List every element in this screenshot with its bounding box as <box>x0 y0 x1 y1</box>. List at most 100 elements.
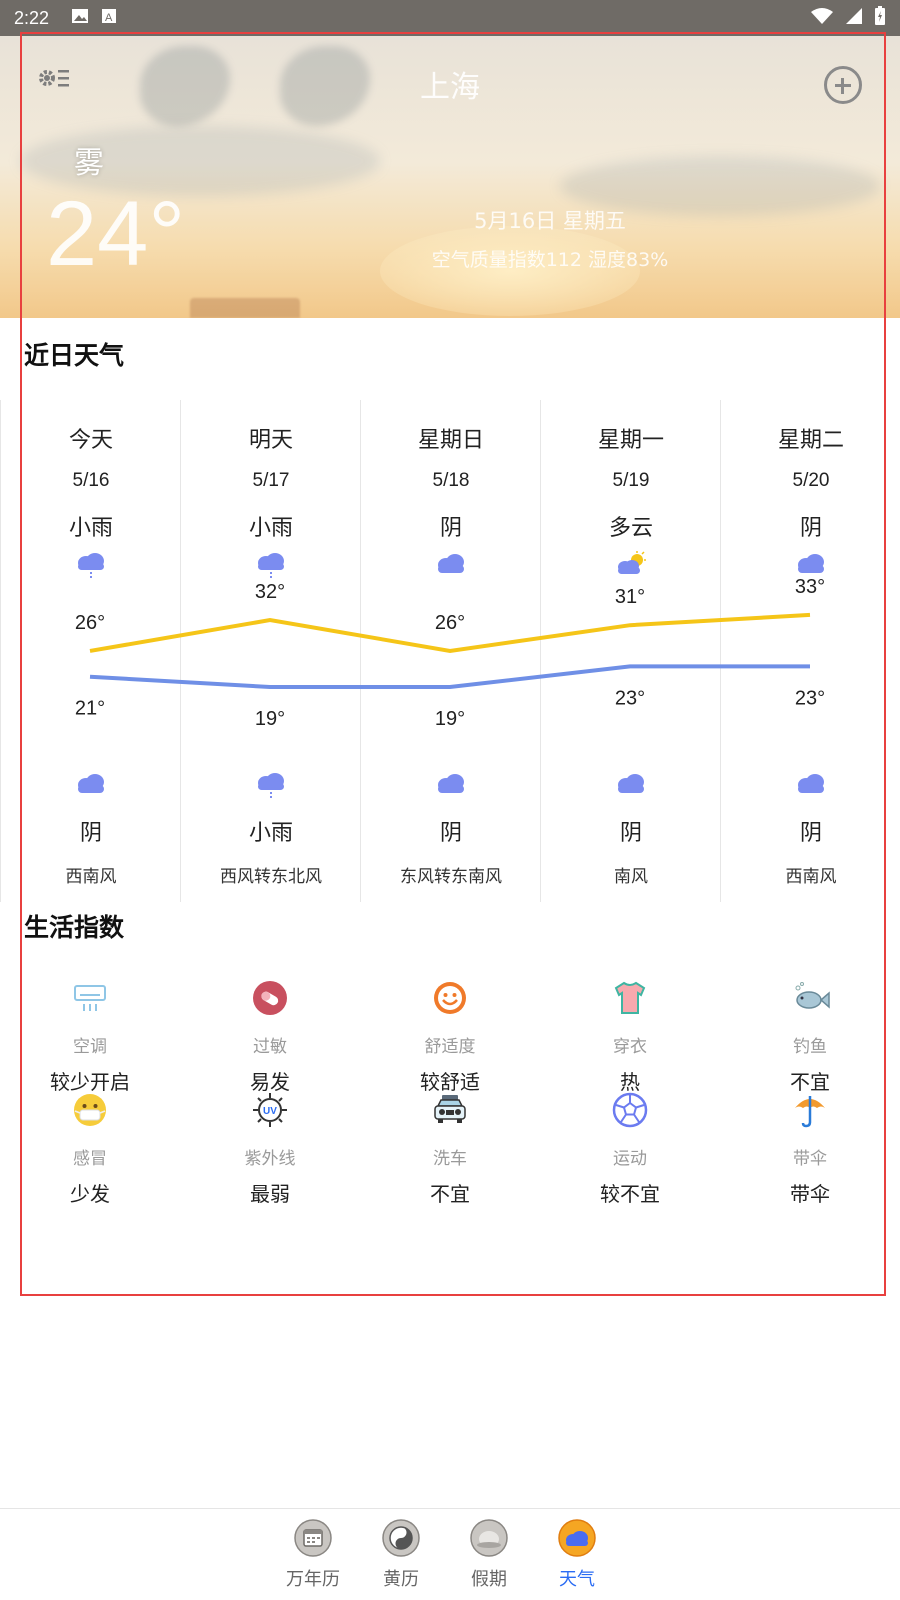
tshirt-icon <box>612 980 648 1016</box>
gallery-icon <box>71 8 89 28</box>
forecast-night-condition: 阴 <box>799 821 822 846</box>
weather-hero <box>0 36 900 318</box>
mask-face-icon <box>72 1092 108 1128</box>
forecast-section-title: 近日天气 <box>24 341 125 370</box>
add-city-button[interactable] <box>824 66 862 104</box>
life-index-value: 较不宜 <box>600 1182 660 1206</box>
yin-yang-icon <box>382 1519 420 1557</box>
nav-item[interactable]: 万年历 <box>278 1519 348 1591</box>
svg-text:UV: UV <box>263 1106 277 1117</box>
low-temp-line <box>89 664 810 689</box>
light-rain-icon <box>1 550 181 586</box>
life-index-value: 不宜 <box>430 1182 470 1206</box>
forecast-date: 5/20 <box>792 470 830 491</box>
current-date: 5月16日 星期五 <box>474 209 626 233</box>
low-temp-label: 23° <box>615 687 645 709</box>
holiday-icon <box>470 1519 508 1557</box>
light-rain-icon <box>181 770 361 806</box>
battery-icon <box>874 6 886 30</box>
life-index-value: 热 <box>620 1070 640 1094</box>
forecast-column: 星期日 5/18 阴阴东风转东南风 <box>360 400 540 902</box>
high-temp-label: 32° <box>255 581 285 603</box>
settings-button[interactable] <box>36 64 76 104</box>
forecast-day-label: 明天 <box>248 428 293 453</box>
forecast-day-condition: 小雨 <box>248 516 293 541</box>
car-icon <box>432 1092 468 1128</box>
calendar-icon <box>294 1519 332 1557</box>
status-time: 2:22 <box>14 7 50 28</box>
font-icon: A <box>101 8 117 28</box>
low-temp-label: 23° <box>795 687 825 709</box>
forecast-date: 5/19 <box>612 470 650 491</box>
life-section-title: 生活指数 <box>24 913 125 942</box>
life-index-name: 穿衣 <box>613 1037 647 1057</box>
nav-item-label: 万年历 <box>286 1569 340 1590</box>
forecast-night-condition: 阴 <box>79 821 102 846</box>
nav-item[interactable]: 天气 <box>542 1519 612 1591</box>
overcast-icon <box>541 770 721 802</box>
forecast-day-label: 星期日 <box>417 428 484 453</box>
life-index-value: 带伞 <box>790 1182 830 1206</box>
high-temp-label: 26° <box>435 612 465 634</box>
life-index-item[interactable]: 舒适度 较舒适 <box>360 980 540 1094</box>
overcast-icon <box>721 770 900 802</box>
wifi-icon <box>810 7 834 29</box>
life-index-name: 带伞 <box>793 1149 827 1169</box>
overcast-icon <box>361 770 541 802</box>
life-index-item[interactable]: 运动 较不宜 <box>540 1092 720 1206</box>
air-conditioner-icon <box>72 980 108 1016</box>
smile-face-icon <box>432 980 468 1016</box>
life-index-item[interactable]: UV 紫外线 最弱 <box>180 1092 360 1206</box>
forecast-date: 5/17 <box>252 470 290 491</box>
forecast-night-condition: 阴 <box>439 821 462 846</box>
life-index-name: 舒适度 <box>424 1037 476 1057</box>
temperature-chart: 26° 32° 26° 31° 33° 21° 19° 19° 23° 23° <box>75 576 825 730</box>
forecast-wind: 西南风 <box>65 867 117 887</box>
overcast-icon <box>721 550 900 582</box>
life-index-name: 运动 <box>613 1149 647 1169</box>
svg-text:A: A <box>105 12 113 24</box>
forecast-day-label: 星期二 <box>777 428 844 453</box>
high-temp-label: 31° <box>615 586 645 608</box>
forecast-wind: 南风 <box>614 867 648 887</box>
life-index-value: 最弱 <box>250 1182 290 1206</box>
high-temp-line <box>89 612 811 653</box>
air-quality-humidity: 空气质量指数112 湿度83% <box>431 249 669 271</box>
forecast-night-condition: 小雨 <box>248 821 293 846</box>
forecast-column: 星期二 5/20 阴阴西南风 <box>720 400 900 902</box>
forecast-date: 5/16 <box>72 470 110 491</box>
life-index-name: 钓鱼 <box>793 1037 827 1057</box>
current-temperature: 24° <box>46 183 186 285</box>
forecast-column: 今天 5/16 小雨阴西南风 <box>0 400 180 902</box>
city-name[interactable]: 上海 <box>420 70 480 105</box>
life-index-value: 较舒适 <box>420 1070 480 1094</box>
low-temp-label: 19° <box>255 708 285 730</box>
low-temp-label: 21° <box>75 698 105 720</box>
life-index-item[interactable]: 钓鱼 不宜 <box>720 980 900 1094</box>
forecast-chart: 今天 5/16 小雨阴西南风 明天 5/17 小雨 小雨 西风转东北风 星期日 5/18 阴阴东风转… <box>0 400 900 902</box>
life-index-item[interactable]: 穿衣热 <box>540 980 720 1094</box>
forecast-wind: 西风转东北风 <box>220 867 322 887</box>
forecast-day-label: 星期一 <box>597 428 664 453</box>
current-condition: 雾 <box>74 146 104 181</box>
overcast-icon <box>1 770 181 802</box>
life-index-value: 易发 <box>250 1070 290 1094</box>
life-index-item[interactable]: 洗车 不宜 <box>360 1092 540 1206</box>
life-index-item[interactable]: 带伞 带伞 <box>720 1092 900 1206</box>
forecast-day-condition: 多云 <box>608 516 653 541</box>
forecast-wind: 西南风 <box>785 867 837 887</box>
life-index-item[interactable]: 空调 较少开启 <box>0 980 180 1094</box>
signal-icon <box>844 7 864 29</box>
status-bar: 2:22 A <box>0 0 900 36</box>
soccer-ball-icon <box>612 1092 648 1128</box>
life-index-value: 不宜 <box>790 1070 830 1094</box>
forecast-column: 星期一 5/19 多云阴南风 <box>540 400 720 902</box>
nav-item-label: 天气 <box>559 1569 595 1590</box>
nav-item[interactable]: 黄历 <box>366 1519 436 1591</box>
high-temp-label: 26° <box>75 612 105 634</box>
life-index-item[interactable]: 感冒 少发 <box>0 1092 180 1206</box>
overcast-icon <box>361 550 541 582</box>
nav-item[interactable]: 假期 <box>454 1519 524 1591</box>
life-index-item[interactable]: 过敏 易发 <box>180 980 360 1094</box>
life-index-name: 空调 <box>73 1037 107 1057</box>
